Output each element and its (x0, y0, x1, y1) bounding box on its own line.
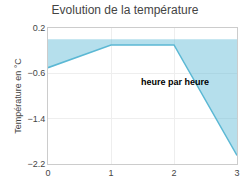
svg-text:Température en °C: Température en °C (13, 58, 23, 134)
svg-text:Evolution de la température: Evolution de la température (52, 3, 199, 17)
svg-text:2: 2 (171, 168, 176, 178)
svg-text:0.2: 0.2 (33, 23, 46, 33)
svg-text:1: 1 (108, 168, 113, 178)
svg-text:−2.2: −2.2 (27, 159, 45, 169)
svg-text:3: 3 (234, 168, 239, 178)
svg-text:−0.6: −0.6 (27, 68, 45, 78)
svg-text:−1.4: −1.4 (27, 114, 45, 124)
svg-text:0: 0 (45, 168, 50, 178)
svg-text:heure par heure: heure par heure (141, 77, 209, 87)
